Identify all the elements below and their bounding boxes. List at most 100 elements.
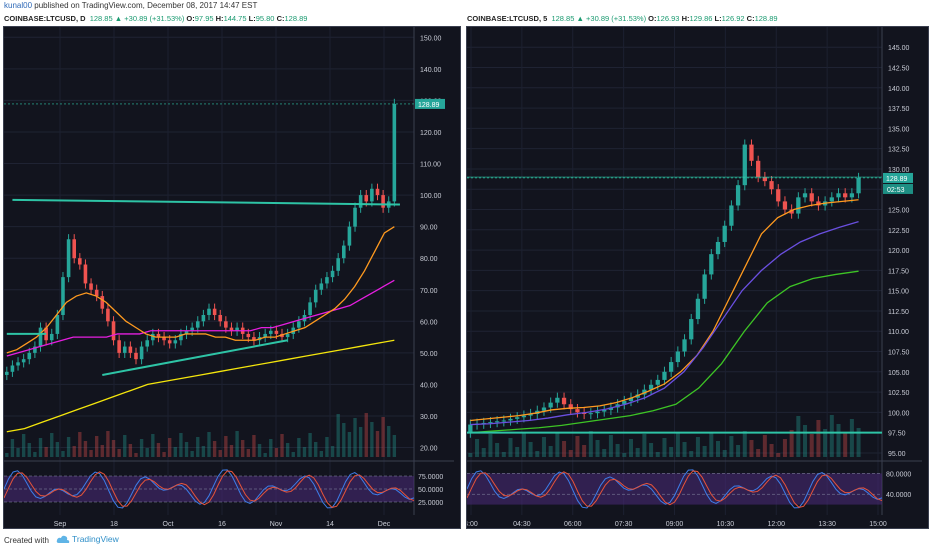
right-chart-panel[interactable]: 145.00 142.50 140.00 137.50 135.00 132.50 130.… (464, 26, 929, 529)
candle-body (145, 340, 150, 347)
candle-body (195, 321, 200, 328)
volume-bar (246, 449, 250, 457)
volume-bar (285, 443, 290, 457)
volume-bar (555, 432, 560, 457)
candle-body (212, 308, 217, 315)
right-high: 129.86 (689, 14, 713, 23)
volume-bar (541, 437, 546, 457)
volume-bar (548, 446, 553, 457)
volume-bar (297, 438, 301, 457)
y-tick-label: 132.50 (888, 147, 910, 154)
x-tick-label: 06:00 (564, 521, 582, 528)
trendline-resistance (12, 198, 400, 206)
volume-bar (207, 432, 211, 457)
candle-body (501, 420, 506, 422)
left-chart-svg[interactable]: 150.00140.00130.00120.00110.00100.0090.0… (3, 27, 460, 528)
ma-orange-line (470, 199, 859, 422)
candle-body (494, 421, 500, 423)
candle-body (313, 289, 318, 303)
y-tick-label: 122.50 (888, 228, 910, 235)
candle-body (695, 298, 701, 320)
candle-body (715, 241, 721, 255)
volume-bar (235, 431, 239, 457)
volume-bar (716, 441, 721, 457)
candle-body (722, 225, 727, 242)
right-chart-legend: COINBASE:LTCUSD, 5 128.85 ▲ +30.89 (+31.… (467, 14, 778, 23)
y-tick-label: 140.00 (420, 67, 442, 74)
x-tick-label: Sep (54, 521, 67, 528)
volume-bar (5, 453, 9, 457)
volume-bar (229, 445, 234, 457)
candle-body (190, 327, 194, 331)
x-tick-label: 04:30 (513, 521, 531, 528)
right-change: +30.89 (+31.53%) (586, 14, 647, 23)
candle-body (61, 277, 65, 315)
right-price: 128.85 (551, 14, 575, 23)
ma-magenta-line (6, 279, 395, 357)
x-tick-label: 09:00 (666, 521, 684, 528)
candle-body (246, 333, 251, 338)
tradingview-brand[interactable]: TradingView (56, 534, 119, 544)
volume-bar (756, 449, 761, 457)
candle-body (675, 351, 680, 363)
left-symbol: COINBASE:LTCUSD, D (4, 14, 86, 23)
candle-body (829, 197, 834, 202)
left-chart-panel[interactable]: 150.00140.00130.00120.00110.00100.0090.0… (3, 26, 461, 529)
volume-bar (642, 434, 647, 457)
right-chart-svg[interactable]: 145.00 142.50 140.00 137.50 135.00 132.50 130.… (464, 27, 928, 528)
candle-body (83, 264, 88, 284)
volume-bar (742, 431, 747, 457)
volume-bar (501, 452, 506, 457)
candle-body (802, 193, 808, 198)
candle-body (72, 239, 77, 259)
publisher-username[interactable]: kunal00 (4, 1, 33, 10)
volume-bar (843, 433, 848, 457)
volume-bar (145, 448, 149, 457)
candle-body (347, 226, 352, 246)
volume-bar (16, 448, 20, 457)
candle-body (468, 424, 473, 433)
trendline-support (102, 339, 288, 376)
volume-bar (521, 433, 526, 457)
footer-bar (0, 530, 932, 550)
x-tick-label: 16 (218, 521, 226, 528)
y-tick-label: 105.00 (888, 370, 910, 377)
y-tick-label: 115.00 (888, 289, 909, 296)
candle-body (268, 330, 273, 334)
x-tick-label: 07:30 (615, 521, 633, 528)
volume-bar (769, 444, 774, 457)
volume-bar (722, 450, 727, 457)
y-tick-label: 125.00 (888, 208, 910, 215)
volume-bar (588, 431, 593, 457)
candle-body (628, 397, 634, 402)
right-up-arrow-icon: ▲ (576, 14, 584, 23)
candle-body (297, 321, 301, 328)
volume-bar (602, 449, 607, 457)
volume-bar (682, 442, 687, 457)
candle-body (229, 327, 234, 331)
ma-orange-line (6, 226, 395, 354)
candle-body (756, 160, 761, 178)
volume-bar (468, 453, 473, 457)
candle-body (508, 418, 513, 421)
y-tick-label: 112.50 (888, 309, 909, 316)
volume-bar (782, 439, 787, 457)
candle-body (94, 289, 99, 297)
x-tick-label: 10:30 (717, 521, 735, 528)
volume-bar (729, 436, 734, 457)
volume-bar (27, 443, 31, 457)
volume-bar (314, 442, 318, 457)
volume-bar (342, 423, 346, 457)
x-tick-label: 13:30 (818, 521, 836, 528)
candle-body (648, 384, 654, 390)
volume-bar (381, 417, 385, 457)
volume-bar (823, 429, 828, 457)
volume-bar (622, 453, 627, 457)
candle-body (528, 413, 533, 416)
candle-body (128, 346, 133, 353)
y-tick-label: 102.50 (888, 390, 910, 397)
candle-body (555, 397, 560, 403)
volume-bar (582, 445, 587, 457)
y-tick-label: 140.00 (888, 86, 910, 93)
volume-bar (776, 453, 781, 457)
